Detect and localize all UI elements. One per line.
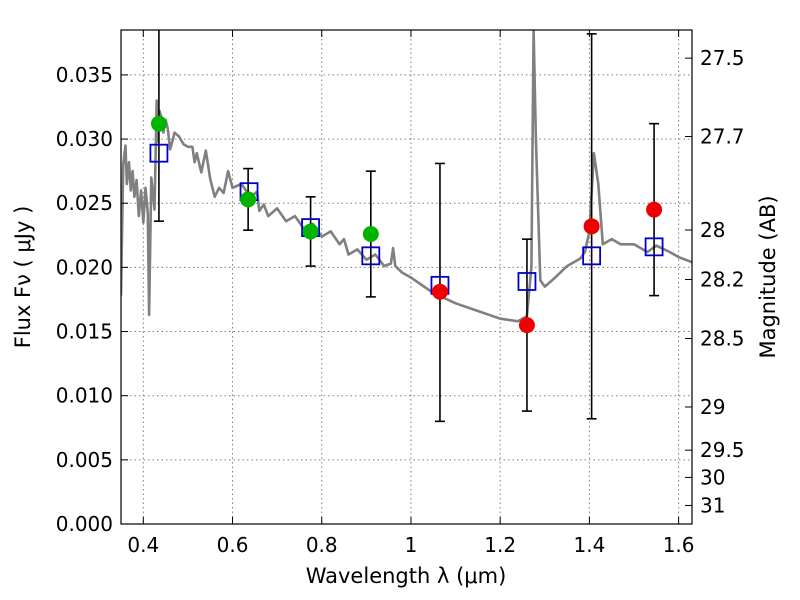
y2-tick-label: 29 (700, 395, 725, 419)
model-photometry-square (149, 143, 169, 163)
model-photometry-square (361, 246, 381, 266)
y-axis-title: Flux Fν ( μJy ) (11, 206, 35, 349)
y2-tick-label: 28 (700, 218, 725, 242)
model-photometry-square (582, 246, 602, 266)
model-photometry-square (644, 237, 664, 257)
observed-nir-point (583, 218, 600, 235)
y-tick-label: 0.015 (56, 320, 113, 344)
observed-optical-point (362, 226, 379, 243)
y-tick-label: 0.030 (56, 127, 113, 151)
observed-nir-point (431, 283, 448, 300)
model-photometry-square (517, 272, 537, 291)
tick-labels: 0.4 0.6 0.8 1 1.2 1.4 1.6 0.000 0.005 0.010 0.015 0… (56, 46, 745, 557)
y-tick-label: 0.025 (56, 191, 113, 215)
model-spectrum-line (121, 30, 692, 323)
y-tick-label: 0.035 (56, 63, 113, 87)
observed-optical-point (302, 223, 319, 240)
y-tick-label: 0.005 (56, 448, 113, 472)
x-tick-label: 1 (405, 533, 418, 557)
x-tick-label: 1.2 (484, 533, 516, 557)
observed-points-layer (150, 115, 663, 334)
y2-axis-title: Magnitude (AB) (756, 195, 780, 358)
observed-nir-point (646, 201, 663, 218)
x-tick-label: 1.4 (573, 533, 605, 557)
y-tick-label: 0.000 (56, 512, 113, 536)
x-tick-label: 0.4 (127, 533, 159, 557)
plot-frame (120, 29, 693, 525)
observed-optical-point (240, 191, 257, 208)
x-tick-label: 1.6 (663, 533, 695, 557)
observed-nir-point (518, 317, 535, 334)
y2-tick-label: 29.5 (700, 438, 745, 462)
x-tick-label: 0.8 (306, 533, 338, 557)
y2-tick-label: 28.2 (700, 267, 745, 291)
observed-optical-point (150, 115, 167, 132)
y2-tick-label: 30 (700, 465, 725, 489)
y2-tick-label: 28.5 (700, 327, 745, 351)
y2-tick-label: 27.7 (700, 124, 745, 148)
model-photometry-layer (149, 143, 664, 295)
model-spectrum-layer (121, 30, 692, 323)
y2-tick-label: 27.5 (700, 46, 745, 70)
y2-tick-label: 31 (700, 493, 725, 517)
y-tick-label: 0.020 (56, 255, 113, 279)
x-axis-title: Wavelength λ (μm) (306, 564, 507, 588)
plot-area (121, 30, 692, 423)
y-tick-label: 0.010 (56, 384, 113, 408)
x-tick-label: 0.6 (217, 533, 249, 557)
axis-ticks (121, 30, 692, 525)
